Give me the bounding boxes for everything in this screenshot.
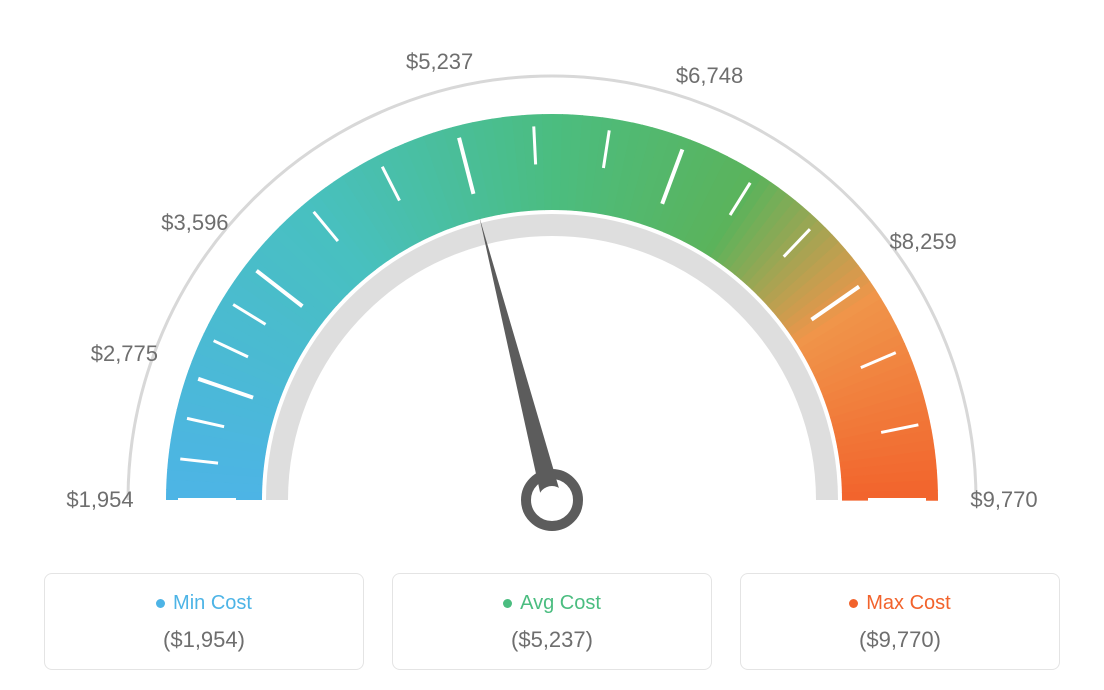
gauge-tick-label: $2,775	[91, 341, 158, 367]
gauge-tick-label: $9,770	[970, 487, 1037, 513]
gauge-tick-label: $6,748	[676, 63, 743, 89]
min-cost-label: Min Cost	[173, 592, 252, 614]
min-cost-value: ($1,954)	[45, 627, 363, 653]
max-cost-card: Max Cost ($9,770)	[740, 573, 1060, 670]
gauge-chart: $1,954 $2,775 $3,596 $5,237 $6,748 $8,259 $9,7…	[0, 0, 1104, 540]
gauge-svg	[0, 0, 1104, 540]
gauge-tick-label: $3,596	[161, 210, 228, 236]
max-dot-icon	[849, 599, 858, 608]
gauge-tick-label: $5,237	[406, 49, 473, 75]
max-cost-label: Max Cost	[866, 592, 950, 614]
min-cost-card: Min Cost ($1,954)	[44, 573, 364, 670]
avg-cost-card: Avg Cost ($5,237)	[392, 573, 712, 670]
min-dot-icon	[156, 599, 165, 608]
avg-cost-value: ($5,237)	[393, 627, 711, 653]
summary-cards: Min Cost ($1,954) Avg Cost ($5,237) Max …	[0, 573, 1104, 670]
avg-cost-label: Avg Cost	[520, 592, 601, 614]
avg-cost-title: Avg Cost	[393, 592, 711, 615]
min-cost-title: Min Cost	[45, 592, 363, 615]
avg-dot-icon	[503, 599, 512, 608]
gauge-tick-label: $8,259	[890, 229, 957, 255]
max-cost-title: Max Cost	[741, 592, 1059, 615]
gauge-tick-label: $1,954	[66, 487, 133, 513]
max-cost-value: ($9,770)	[741, 627, 1059, 653]
